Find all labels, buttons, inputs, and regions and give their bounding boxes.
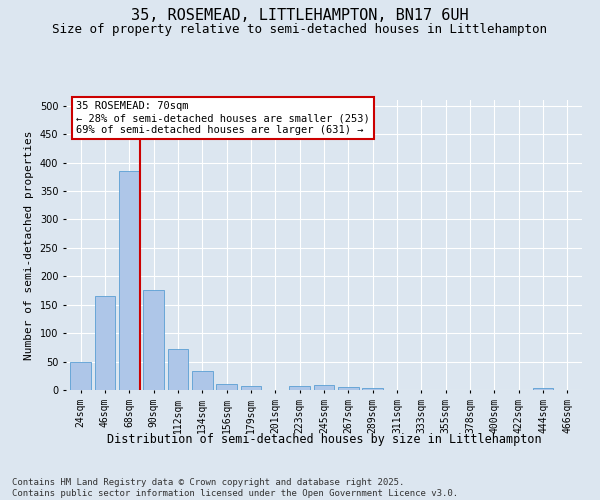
Bar <box>70 362 91 390</box>
Bar <box>338 387 359 390</box>
Bar <box>119 171 140 390</box>
Bar <box>95 296 115 390</box>
Text: 35 ROSEMEAD: 70sqm
← 28% of semi-detached houses are smaller (253)
69% of semi-d: 35 ROSEMEAD: 70sqm ← 28% of semi-detache… <box>76 102 370 134</box>
Bar <box>192 371 212 390</box>
Bar <box>216 384 237 390</box>
Text: Size of property relative to semi-detached houses in Littlehampton: Size of property relative to semi-detach… <box>53 22 548 36</box>
Text: 35, ROSEMEAD, LITTLEHAMPTON, BN17 6UH: 35, ROSEMEAD, LITTLEHAMPTON, BN17 6UH <box>131 8 469 22</box>
Y-axis label: Number of semi-detached properties: Number of semi-detached properties <box>24 130 34 360</box>
Text: Distribution of semi-detached houses by size in Littlehampton: Distribution of semi-detached houses by … <box>107 432 541 446</box>
Bar <box>314 385 334 390</box>
Bar <box>289 386 310 390</box>
Bar <box>143 290 164 390</box>
Bar <box>362 388 383 390</box>
Text: Contains HM Land Registry data © Crown copyright and database right 2025.
Contai: Contains HM Land Registry data © Crown c… <box>12 478 458 498</box>
Bar <box>167 349 188 390</box>
Bar <box>241 386 262 390</box>
Bar <box>533 388 553 390</box>
